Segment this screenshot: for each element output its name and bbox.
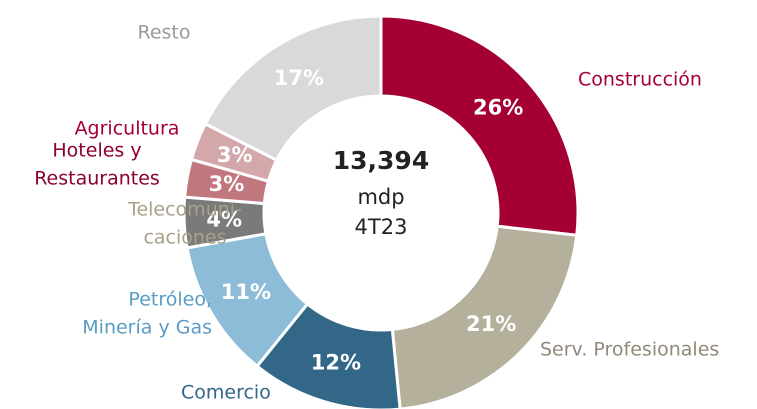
percent-label: 21% xyxy=(466,312,516,336)
percent-label: 3% xyxy=(209,172,245,196)
donut-segment xyxy=(203,14,383,163)
category-label: caciones xyxy=(143,227,226,249)
percent-label: 17% xyxy=(274,66,324,90)
center-period: 4T23 xyxy=(355,215,408,239)
donut-segment xyxy=(390,224,579,409)
center-unit: mdp xyxy=(357,185,404,209)
category-label: Telecomuni- xyxy=(127,199,242,221)
percent-label: 3% xyxy=(217,143,253,167)
category-label: Construcción xyxy=(578,69,702,91)
category-label: Minería y Gas xyxy=(82,317,212,339)
category-label: Serv. Profesionales xyxy=(540,339,719,361)
category-label: Hoteles y xyxy=(52,140,141,162)
category-label: Agricultura xyxy=(75,118,180,140)
category-label: Comercio xyxy=(181,382,271,404)
percent-label: 12% xyxy=(311,350,361,374)
category-label: Petróleo, xyxy=(128,289,212,311)
category-label: Restaurantes xyxy=(34,168,160,190)
category-label: Resto xyxy=(137,22,190,44)
center-total: 13,394 xyxy=(333,146,429,175)
percent-label: 4% xyxy=(206,208,242,232)
percent-label: 11% xyxy=(221,280,271,304)
donut-segment xyxy=(379,14,580,237)
percent-label: 26% xyxy=(473,95,523,119)
